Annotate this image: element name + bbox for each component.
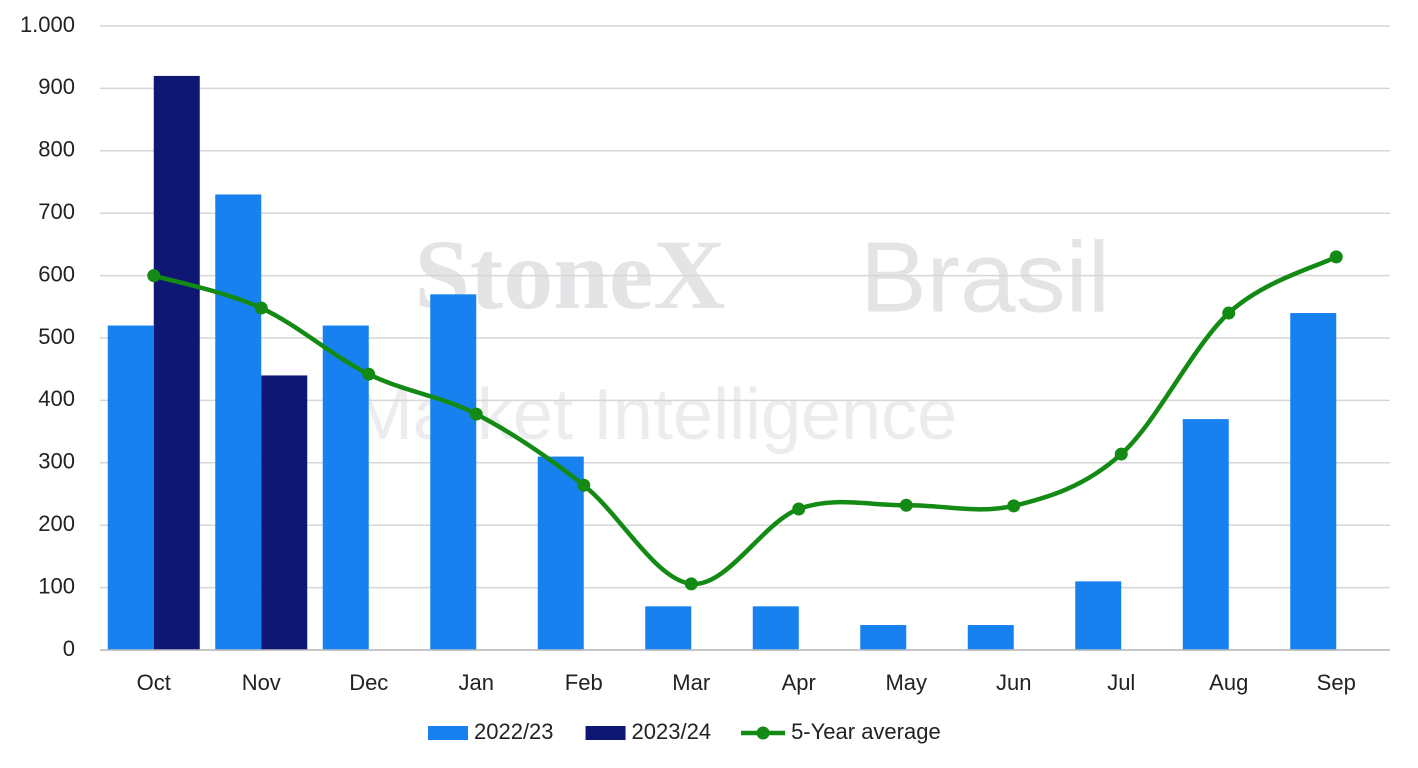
- legend-label: 5-Year average: [791, 719, 941, 744]
- point: [1114, 447, 1128, 461]
- x-tick-label: May: [885, 670, 927, 695]
- bar: [1182, 419, 1229, 650]
- point: [362, 367, 376, 381]
- x-tick-label: Mar: [672, 670, 710, 695]
- y-tick-label: 500: [38, 324, 75, 349]
- y-tick-label: 700: [38, 199, 75, 224]
- legend-label: 2023/24: [632, 719, 712, 744]
- x-tick-label: Oct: [137, 670, 171, 695]
- point: [147, 269, 161, 283]
- x-tick-label: Dec: [349, 670, 388, 695]
- y-tick-label: 0: [63, 636, 75, 661]
- bar: [1290, 313, 1337, 650]
- bar: [430, 294, 477, 650]
- bar: [967, 625, 1014, 650]
- bar: [537, 456, 584, 650]
- bar: [322, 325, 369, 650]
- point: [792, 502, 806, 516]
- bar: [752, 606, 799, 650]
- y-tick-label: 400: [38, 386, 75, 411]
- y-tick-label: 200: [38, 511, 75, 536]
- bar: [645, 606, 692, 650]
- legend-label: 2022/23: [474, 719, 554, 744]
- y-tick-label: 1.000: [20, 12, 75, 37]
- x-tick-label: Aug: [1209, 670, 1248, 695]
- point: [577, 478, 591, 492]
- x-tick-label: Nov: [242, 670, 281, 695]
- point: [1222, 306, 1236, 320]
- point: [469, 407, 483, 421]
- y-tick-label: 600: [38, 261, 75, 286]
- y-tick-label: 900: [38, 74, 75, 99]
- bar: [107, 325, 154, 650]
- y-tick-label: 300: [38, 449, 75, 474]
- bar: [860, 625, 907, 650]
- x-tick-label: Jul: [1107, 670, 1135, 695]
- bar: [261, 375, 308, 650]
- watermark: Brasil: [860, 221, 1110, 333]
- bar: [1075, 581, 1122, 650]
- point: [899, 498, 913, 512]
- legend-swatch: [428, 726, 468, 740]
- x-tick-label: Feb: [565, 670, 603, 695]
- point: [1329, 250, 1343, 264]
- x-tick-label: Jan: [459, 670, 494, 695]
- bar: [215, 194, 262, 651]
- legend-swatch: [585, 726, 626, 740]
- bar: [153, 75, 200, 651]
- point: [684, 577, 698, 591]
- x-tick-label: Apr: [782, 670, 816, 695]
- y-tick-label: 100: [38, 573, 75, 598]
- x-tick-label: Sep: [1317, 670, 1356, 695]
- x-tick-label: Jun: [996, 670, 1031, 695]
- point: [254, 301, 268, 315]
- legend-swatch: [756, 726, 770, 740]
- y-tick-label: 800: [38, 137, 75, 162]
- point: [1007, 499, 1021, 513]
